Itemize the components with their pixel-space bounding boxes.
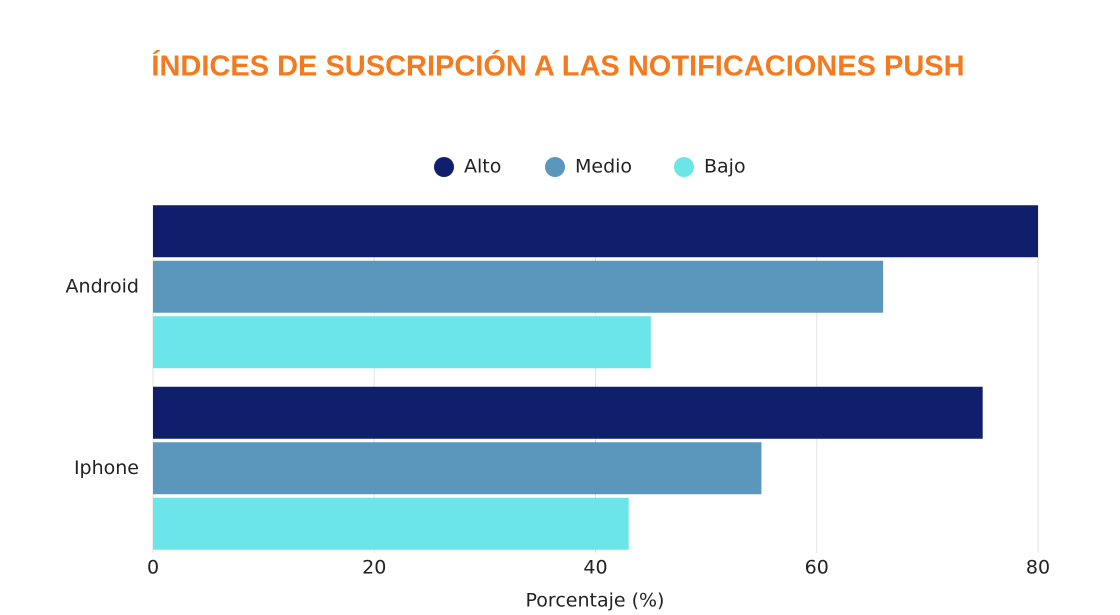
legend-label: Bajo	[704, 156, 746, 178]
y-tick-label: Android	[66, 275, 139, 297]
legend-label: Medio	[575, 156, 632, 178]
bar	[153, 260, 884, 313]
legend-marker	[434, 157, 454, 177]
bar	[153, 316, 651, 369]
x-tick-label: 60	[805, 557, 829, 579]
x-axis-label: Porcentaje (%)	[526, 590, 665, 612]
bar	[153, 205, 1038, 258]
legend-label: Alto	[464, 156, 501, 178]
x-tick-label: 0	[147, 557, 159, 579]
y-tick-label: Iphone	[74, 457, 139, 479]
chart-title: ÍNDICES DE SUSCRIPCIÓN A LAS NOTIFICACIO…	[151, 49, 964, 83]
bar	[153, 386, 983, 439]
bar	[153, 442, 762, 495]
x-tick-label: 80	[1026, 557, 1050, 579]
x-tick-label: 20	[362, 557, 386, 579]
legend-marker	[674, 157, 694, 177]
bar	[153, 497, 629, 550]
x-tick-label: 40	[583, 557, 607, 579]
legend-marker	[545, 157, 565, 177]
